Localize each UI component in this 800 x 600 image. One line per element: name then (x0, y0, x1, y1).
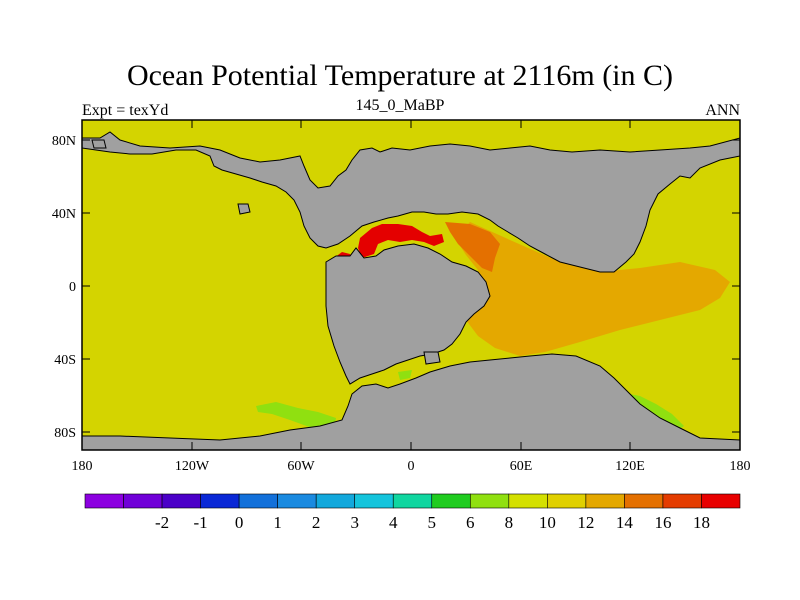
colorbar-swatch (624, 493, 664, 509)
colorbar-label: 2 (312, 513, 321, 532)
colorbar-label: 8 (505, 513, 514, 532)
colorbar-swatch (354, 493, 394, 509)
colorbar-swatch (508, 493, 548, 509)
colorbar-label: 12 (577, 513, 594, 532)
colorbar-label: 0 (235, 513, 244, 532)
hot-ocean-region (445, 222, 500, 272)
map-title: Ocean Potential Temperature at 2116m (in… (126, 59, 674, 92)
colorbar-swatch (469, 493, 510, 509)
x-tick-label: 180 (72, 459, 93, 474)
colorbar-label: 10 (539, 513, 556, 532)
colorbar-swatch (701, 493, 741, 509)
colorbar-swatch (662, 493, 702, 509)
island-north-1 (237, 203, 251, 215)
colorbar-swatch (161, 493, 201, 509)
colorbar-swatch (123, 493, 163, 509)
time-label: 145_0_MaBP (355, 97, 445, 114)
colorbar: -2 -1 0 1 2 3 4 5 6 8 10 12 14 16 18 (84, 493, 741, 532)
colorbar-label: 5 (428, 513, 437, 532)
y-tick-label: 80N (52, 134, 76, 149)
island-north-2 (91, 139, 107, 149)
x-tick-label: 120E (615, 459, 645, 474)
cool-patch-north (398, 370, 412, 380)
season-label: ANN (705, 102, 740, 119)
y-tick-label: 40S (54, 353, 76, 368)
land-antarctica (82, 353, 740, 450)
colorbar-label: -1 (194, 513, 208, 532)
y-tick-label: 40N (52, 207, 76, 222)
colorbar-swatch (238, 493, 278, 509)
colorbar-label: -2 (155, 513, 169, 532)
colorbar-swatch (200, 493, 240, 509)
land-gondwana-west (325, 243, 491, 385)
y-tick-label: 0 (69, 280, 76, 295)
map-area (82, 120, 740, 450)
x-tick-label: 60E (510, 459, 533, 474)
y-tick-label: 80S (54, 426, 76, 441)
colorbar-label: 4 (389, 513, 398, 532)
x-tick-label: 120W (175, 459, 210, 474)
x-tick-label: 60W (287, 459, 315, 474)
colorbar-label: 16 (654, 513, 671, 532)
colorbar-swatch (315, 493, 356, 509)
colorbar-label: 3 (350, 513, 359, 532)
colorbar-label: 14 (616, 513, 634, 532)
colorbar-swatch (84, 493, 124, 509)
colorbar-swatch (431, 493, 471, 509)
colorbar-swatch (277, 493, 317, 509)
warm-ocean-region (455, 222, 730, 356)
x-tick-label: 0 (408, 459, 415, 474)
colorbar-label: 1 (273, 513, 282, 532)
hot-spot-north (358, 224, 444, 258)
y-axis: 80N 40N 0 40S 80S (52, 134, 740, 441)
x-tick-label: 180 (730, 459, 751, 474)
colorbar-swatch (547, 493, 587, 509)
colorbar-label: 18 (693, 513, 710, 532)
island-south-1 (423, 351, 441, 365)
colorbar-label: 6 (466, 513, 475, 532)
x-axis: 180 120W 60W 0 60E 120E 180 (72, 120, 751, 474)
colorbar-swatch (585, 493, 625, 509)
cool-patch-south (256, 402, 336, 428)
experiment-label: Expt = texYd (82, 102, 169, 119)
land-laurasia (82, 131, 740, 273)
colorbar-swatch (392, 493, 433, 509)
